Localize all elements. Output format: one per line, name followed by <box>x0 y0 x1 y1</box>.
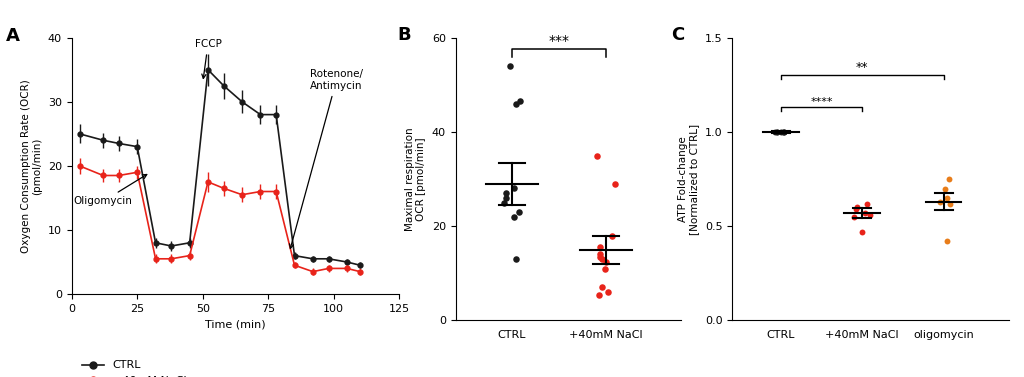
Point <box>606 181 623 187</box>
Point <box>511 209 527 215</box>
Point <box>774 129 791 135</box>
Point <box>857 210 873 216</box>
Point <box>861 212 878 218</box>
Point <box>769 129 785 135</box>
Point <box>849 204 865 210</box>
Point <box>846 214 862 220</box>
Point <box>591 291 607 297</box>
Text: ****: **** <box>810 97 833 107</box>
Point <box>506 214 522 220</box>
Text: ***: *** <box>549 34 569 48</box>
Point <box>594 285 610 291</box>
Point <box>502 63 518 69</box>
Point <box>592 244 608 250</box>
Point <box>773 129 790 135</box>
Text: Rotenone/
Antimycin: Rotenone/ Antimycin <box>290 69 362 248</box>
Text: A: A <box>6 28 20 46</box>
Text: Oligomycin: Oligomycin <box>74 175 146 206</box>
Y-axis label: ATP Fold-change
[Normalized to CTRL]: ATP Fold-change [Normalized to CTRL] <box>678 124 699 234</box>
Point <box>600 289 616 295</box>
Text: FCCP: FCCP <box>195 39 221 78</box>
Point <box>498 195 514 201</box>
Text: B: B <box>397 26 411 44</box>
Point <box>776 129 793 135</box>
Text: **: ** <box>856 61 868 75</box>
Point <box>937 185 953 192</box>
Text: C: C <box>672 26 685 44</box>
Point <box>848 206 864 212</box>
Point <box>596 265 612 271</box>
Point <box>592 251 608 257</box>
Point <box>508 256 524 262</box>
Point <box>854 229 870 235</box>
Legend: CTRL, +40mM NaCl: CTRL, +40mM NaCl <box>77 356 190 377</box>
Point <box>776 129 793 135</box>
Point <box>932 199 948 205</box>
Point <box>506 185 522 192</box>
Point <box>940 176 956 182</box>
Point <box>942 201 958 207</box>
Y-axis label: Maximal respiration
OCR [pmol/min]: Maximal respiration OCR [pmol/min] <box>404 127 426 231</box>
Y-axis label: Oxygen Consumption Rate (OCR)
(pmol/min): Oxygen Consumption Rate (OCR) (pmol/min) <box>20 79 42 253</box>
Point <box>592 254 608 260</box>
Point <box>939 238 955 244</box>
Point <box>858 201 874 207</box>
Point <box>589 152 605 158</box>
Point <box>769 129 785 135</box>
Point <box>767 129 783 135</box>
Point <box>594 256 610 262</box>
Point <box>496 200 512 206</box>
Point <box>498 190 514 196</box>
Point <box>939 195 955 201</box>
Point <box>604 233 621 239</box>
X-axis label: Time (min): Time (min) <box>205 319 266 329</box>
Point <box>508 101 524 107</box>
Point <box>512 98 528 104</box>
Point <box>598 259 614 265</box>
